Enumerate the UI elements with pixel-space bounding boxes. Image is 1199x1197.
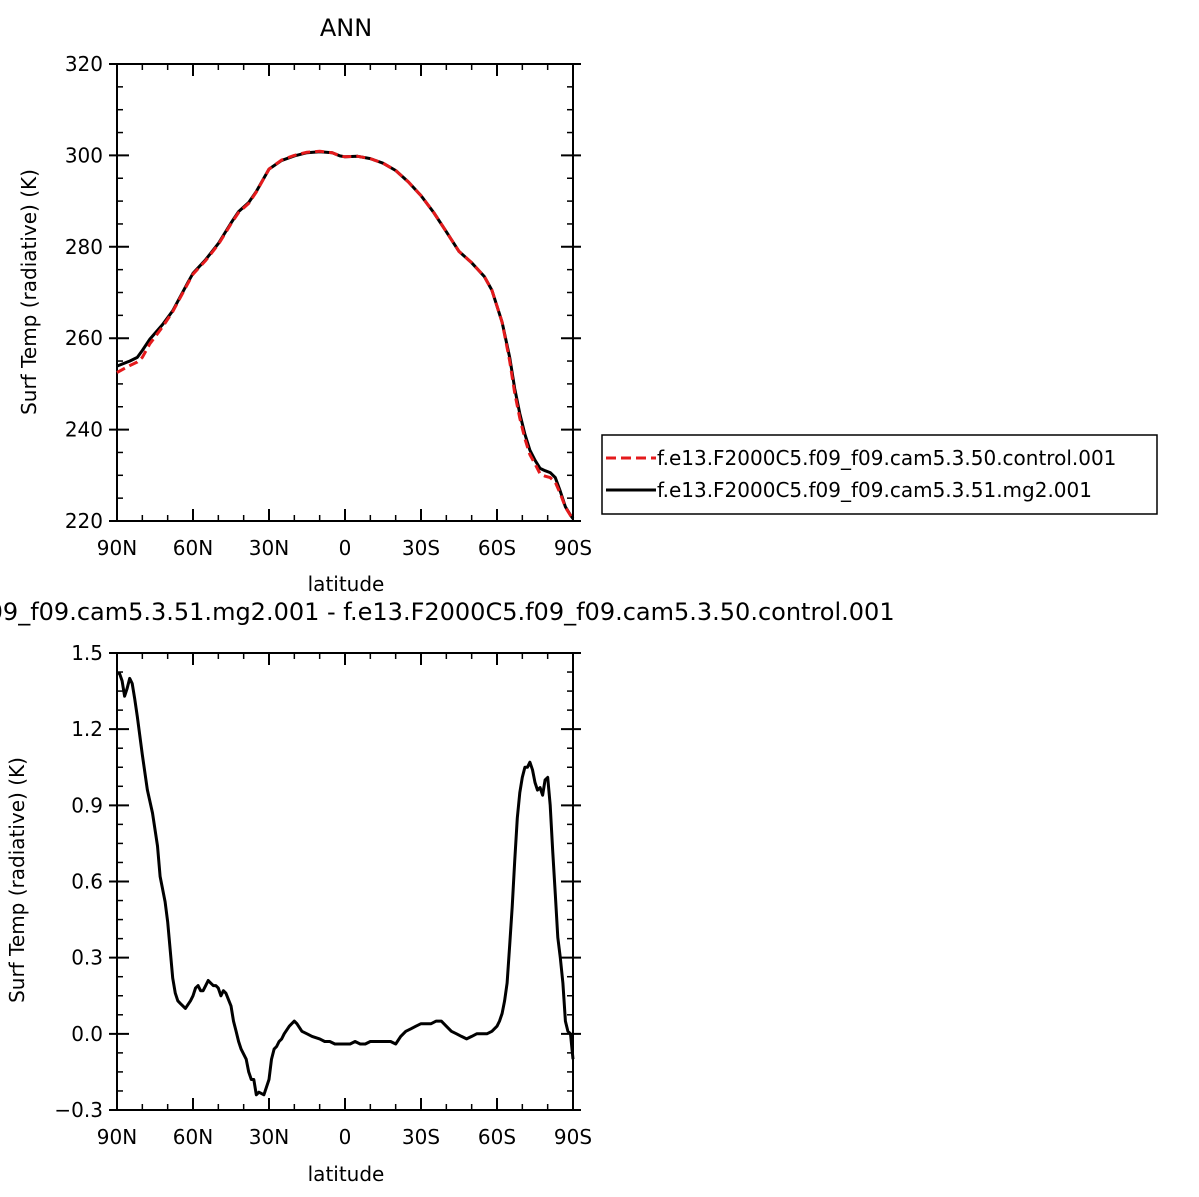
top-x-tick-label: 30S	[402, 536, 440, 560]
top-plot-frame	[116, 63, 574, 522]
bottom-x-tick-label: 30N	[249, 1125, 289, 1149]
bottom-tick-group: 90N 60N 30N 0 30S 60S 90S 1.5 1.2 0.9 0.6 0.3 0.0 −0.…	[54, 641, 592, 1149]
bottom-y-tick-label: 0.9	[71, 793, 103, 817]
top-y-tick-label: 260	[65, 326, 103, 350]
top-y-axis-label: Surf Temp (radiative) (K)	[17, 169, 41, 415]
legend: f.e13.F2000C5.f09_f09.cam5.3.50.control.…	[601, 434, 1158, 515]
bottom-x-tick-label: 90S	[554, 1125, 592, 1149]
top-y-tick-label: 240	[65, 418, 103, 442]
bottom-y-tick-label: 0.6	[71, 870, 103, 894]
top-x-axis-label: latitude	[308, 572, 385, 596]
top-x-tick-label: 90N	[97, 536, 137, 560]
bottom-y-tick-label: 1.5	[71, 641, 103, 665]
top-x-tick-label: 0	[339, 536, 352, 560]
legend-label-mg2: f.e13.F2000C5.f09_f09.cam5.3.51.mg2.001	[657, 478, 1092, 502]
top-x-tick-label: 30N	[249, 536, 289, 560]
top-tick-group: 90N 60N 30N 0 30S 60S 90S 220 240 260 280 300 320	[65, 52, 592, 560]
top-x-tick-label: 60S	[478, 536, 516, 560]
legend-label-control: f.e13.F2000C5.f09_f09.cam5.3.50.control.…	[657, 446, 1116, 470]
top-y-tick-label: 300	[65, 143, 103, 167]
bottom-y-tick-label: 0.3	[71, 946, 103, 970]
bottom-series-line-0	[117, 671, 575, 1097]
bottom-plot-area	[116, 652, 575, 1111]
top-y-tick-label: 280	[65, 235, 103, 259]
bottom-x-tick-label: 60N	[173, 1125, 213, 1149]
bottom-plot-frame	[116, 652, 574, 1111]
bottom-x-axis-label: latitude	[308, 1162, 385, 1186]
top-y-tick-label: 320	[65, 52, 103, 76]
top-x-tick-label: 90S	[554, 536, 592, 560]
bottom-x-tick-label: 30S	[402, 1125, 440, 1149]
top-series-line-0	[116, 149, 575, 520]
bottom-y-tick-label: 1.2	[71, 717, 103, 741]
top-y-tick-label: 220	[65, 509, 103, 533]
bottom-y-tick-label: −0.3	[54, 1098, 103, 1122]
top-chart-title: ANN	[320, 14, 372, 42]
bottom-chart-title: f.e13.F2000C5.f09_f09.cam5.3.51.mg2.001 …	[0, 598, 895, 626]
bottom-y-tick-label: 0.0	[71, 1022, 103, 1046]
bottom-y-axis-label: Surf Temp (radiative) (K)	[5, 757, 29, 1003]
top-chart: ANN 90N 60N 30N 0 30S 60S 90S 220 240 260 280 300 32…	[17, 14, 592, 596]
bottom-chart: f.e13.F2000C5.f09_f09.cam5.3.51.mg2.001 …	[0, 598, 895, 1186]
top-plot-area	[116, 63, 575, 522]
legend-box	[601, 434, 1158, 515]
bottom-x-tick-label: 0	[339, 1125, 352, 1149]
top-x-tick-label: 60N	[173, 536, 213, 560]
bottom-x-tick-label: 60S	[478, 1125, 516, 1149]
bottom-x-tick-label: 90N	[97, 1125, 137, 1149]
